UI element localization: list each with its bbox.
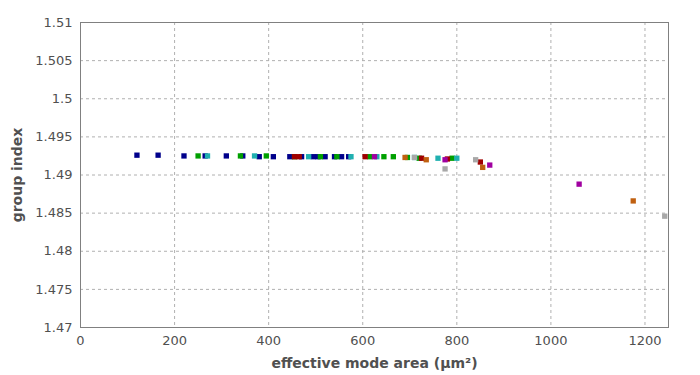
svg-text:1200: 1200 xyxy=(628,333,661,348)
svg-text:group index: group index xyxy=(9,128,25,223)
svg-text:1000: 1000 xyxy=(534,333,567,348)
svg-text:1.48: 1.48 xyxy=(44,243,73,258)
svg-text:400: 400 xyxy=(256,333,281,348)
svg-text:1.505: 1.505 xyxy=(35,53,72,68)
svg-text:1.485: 1.485 xyxy=(35,205,72,220)
svg-text:effective mode area (µm²): effective mode area (µm²) xyxy=(271,355,477,371)
svg-text:200: 200 xyxy=(162,333,187,348)
svg-text:1.49: 1.49 xyxy=(44,167,73,182)
svg-text:800: 800 xyxy=(444,333,469,348)
svg-text:1.475: 1.475 xyxy=(35,282,72,297)
svg-text:1.47: 1.47 xyxy=(44,320,73,335)
svg-text:0: 0 xyxy=(76,333,84,348)
svg-text:1.5: 1.5 xyxy=(52,91,73,106)
svg-text:1.495: 1.495 xyxy=(35,129,72,144)
svg-text:600: 600 xyxy=(350,333,375,348)
svg-text:1.51: 1.51 xyxy=(44,15,73,30)
